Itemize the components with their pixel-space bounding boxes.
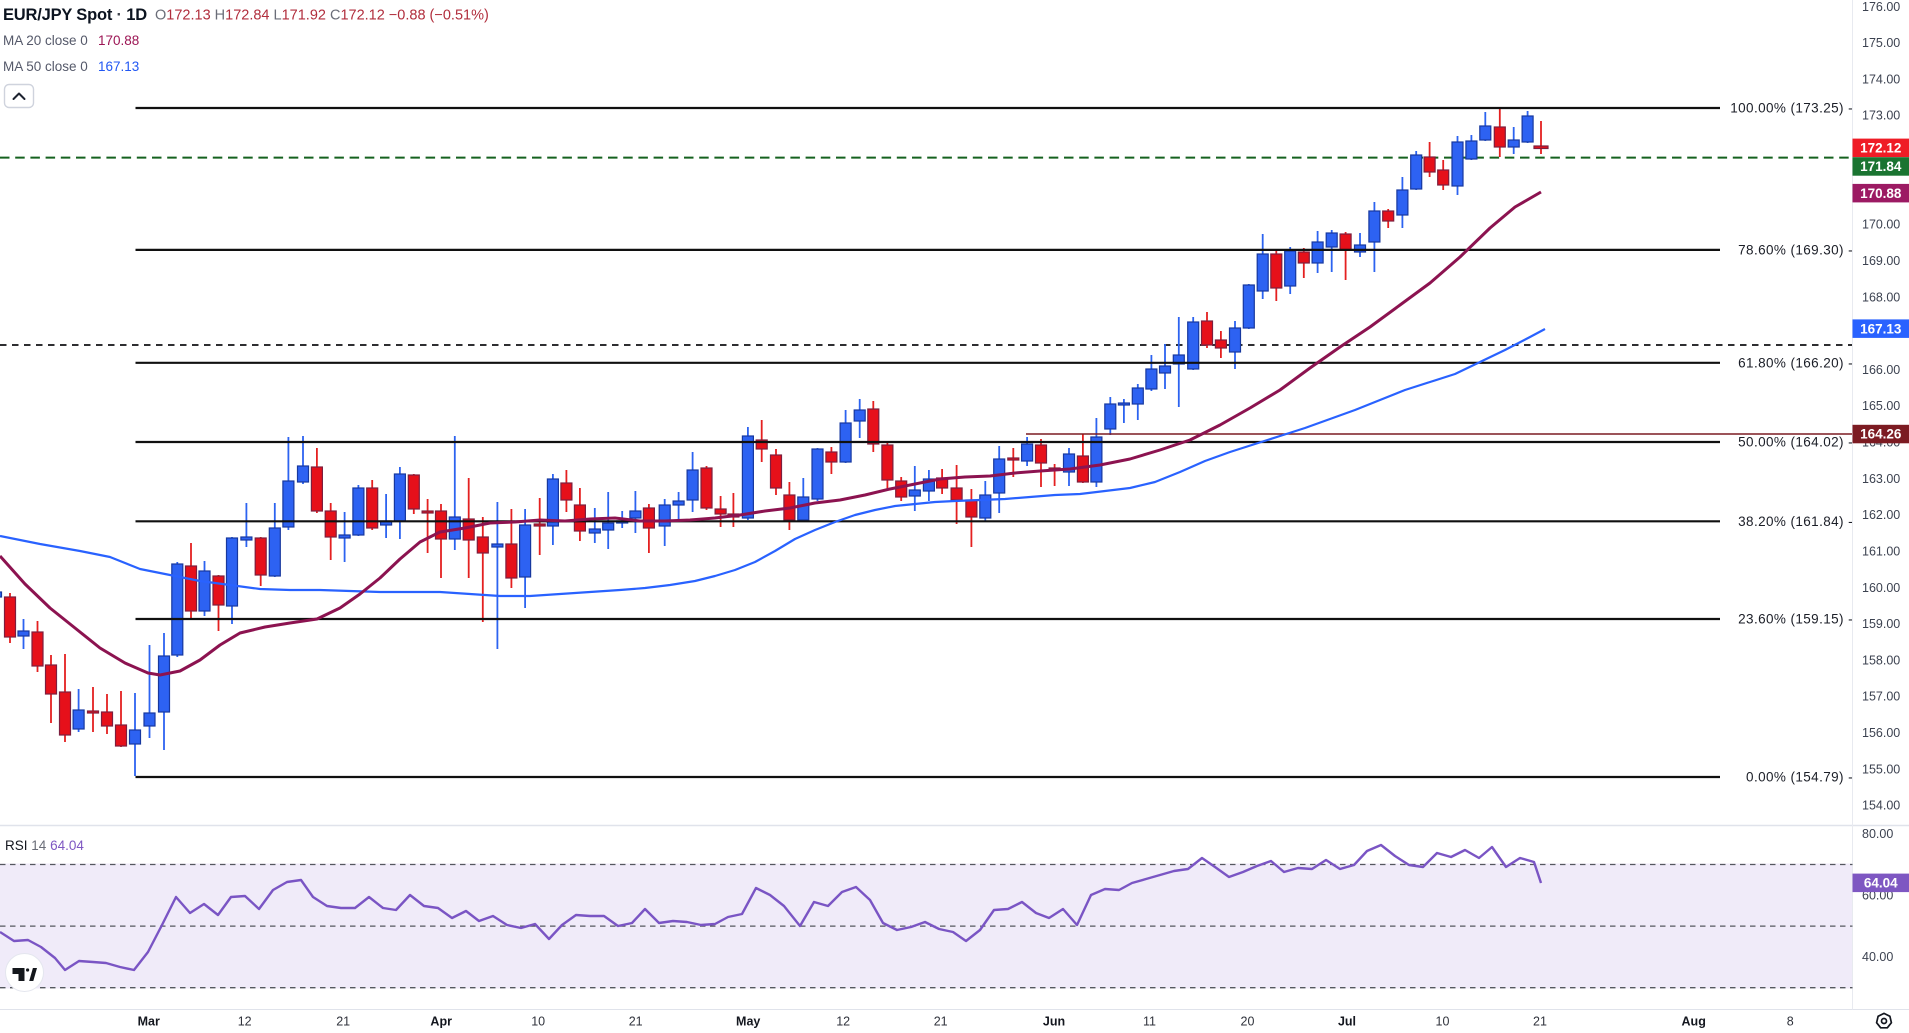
svg-text:159.00: 159.00 — [1862, 617, 1900, 631]
svg-text:21: 21 — [629, 1015, 643, 1029]
svg-text:Jul: Jul — [1338, 1015, 1356, 1029]
svg-text:21: 21 — [1533, 1015, 1547, 1029]
svg-text:EUR/JPY Spot · 1D: EUR/JPY Spot · 1D — [3, 6, 147, 24]
svg-text:40.00: 40.00 — [1862, 950, 1893, 964]
svg-text:61.80% (166.20) -: 61.80% (166.20) - — [1738, 355, 1853, 370]
svg-text:Apr: Apr — [430, 1015, 452, 1029]
svg-text:158.00: 158.00 — [1862, 653, 1900, 667]
svg-text:10: 10 — [1436, 1015, 1450, 1029]
svg-text:38.20% (161.84) -: 38.20% (161.84) - — [1738, 514, 1853, 529]
svg-text:12: 12 — [238, 1015, 252, 1029]
svg-text:170.88: 170.88 — [1860, 186, 1902, 201]
svg-text:167.13: 167.13 — [1860, 321, 1902, 336]
svg-text:166.00: 166.00 — [1862, 363, 1900, 377]
svg-text:May: May — [736, 1015, 760, 1029]
svg-text:175.00: 175.00 — [1862, 36, 1900, 50]
svg-text:O172.13 H172.84 L171.92 C172.1: O172.13 H172.84 L171.92 C172.12 −0.88 (−… — [155, 8, 489, 24]
svg-text:154.00: 154.00 — [1862, 799, 1900, 813]
svg-text:164.26: 164.26 — [1860, 427, 1902, 442]
svg-text:161.00: 161.00 — [1862, 545, 1900, 559]
svg-text:RSI 14 64.04: RSI 14 64.04 — [5, 838, 84, 853]
svg-text:Jun: Jun — [1043, 1015, 1065, 1029]
svg-text:162.00: 162.00 — [1862, 508, 1900, 522]
svg-text:Mar: Mar — [138, 1015, 160, 1029]
svg-text:0.00% (154.79) -: 0.00% (154.79) - — [1746, 770, 1853, 785]
svg-text:50.00% (164.02) -: 50.00% (164.02) - — [1738, 435, 1853, 450]
svg-text:174.00: 174.00 — [1862, 72, 1900, 86]
svg-text:160.00: 160.00 — [1862, 581, 1900, 595]
svg-text:168.00: 168.00 — [1862, 290, 1900, 304]
svg-text:8: 8 — [1787, 1015, 1794, 1029]
svg-text:171.84: 171.84 — [1860, 159, 1902, 174]
svg-text:80.00: 80.00 — [1862, 827, 1893, 841]
svg-text:155.00: 155.00 — [1862, 762, 1900, 776]
svg-text:169.00: 169.00 — [1862, 254, 1900, 268]
svg-text:12: 12 — [836, 1015, 850, 1029]
svg-text:64.04: 64.04 — [1864, 876, 1898, 891]
svg-text:11: 11 — [1143, 1015, 1156, 1029]
svg-text:165.00: 165.00 — [1862, 399, 1900, 413]
svg-text:Aug: Aug — [1682, 1015, 1706, 1029]
svg-text:20: 20 — [1241, 1015, 1255, 1029]
svg-text:21: 21 — [934, 1015, 948, 1029]
svg-text:21: 21 — [336, 1015, 350, 1029]
svg-text:176.00: 176.00 — [1862, 0, 1900, 14]
svg-text:156.00: 156.00 — [1862, 726, 1900, 740]
svg-text:173.00: 173.00 — [1862, 109, 1900, 123]
svg-text:157.00: 157.00 — [1862, 690, 1900, 704]
svg-text:163.00: 163.00 — [1862, 472, 1900, 486]
svg-text:23.60% (159.15) -: 23.60% (159.15) - — [1738, 612, 1853, 627]
svg-text:170.00: 170.00 — [1862, 218, 1900, 232]
svg-text:100.00% (173.25) -: 100.00% (173.25) - — [1730, 101, 1853, 116]
svg-text:10: 10 — [531, 1015, 545, 1029]
svg-text:78.60% (169.30) -: 78.60% (169.30) - — [1738, 242, 1853, 257]
svg-text:172.12: 172.12 — [1860, 140, 1901, 155]
